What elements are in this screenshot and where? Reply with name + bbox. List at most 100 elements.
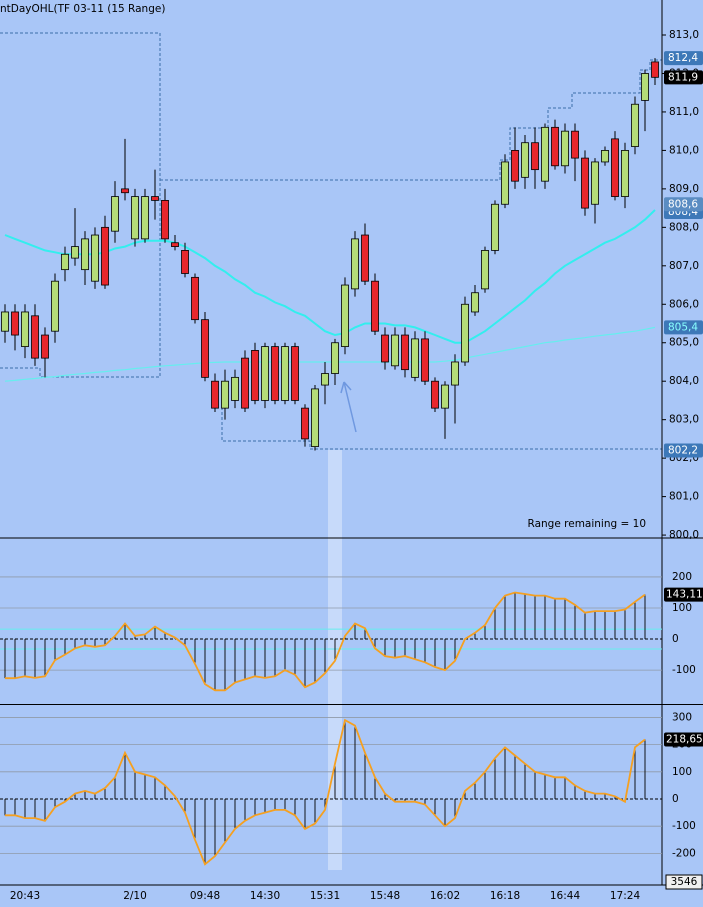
candle-body (411, 338, 419, 378)
y-tick-label: -200 (672, 847, 696, 859)
candle-body (311, 388, 319, 448)
y-tick-label: 805,0 (669, 337, 699, 349)
x-tick-label: 17:24 (610, 890, 641, 902)
value-tag-label: 218,65 (666, 734, 703, 746)
candle-body (551, 126, 559, 167)
x-tick-label: 14:30 (250, 890, 280, 902)
x-tick-label: 2/10 (123, 890, 147, 902)
candle-body (61, 253, 69, 271)
candle-body (591, 161, 599, 205)
x-tick-label: 20:43 (10, 890, 40, 902)
moving-average (4, 326, 656, 382)
candle-body (351, 238, 359, 290)
y-tick-label: 810,0 (669, 144, 699, 156)
y-tick-label: 0 (672, 633, 679, 645)
candle-body (641, 73, 649, 101)
value-tag-label: 143,11 (666, 589, 703, 601)
y-tick-label: 0 (672, 793, 679, 805)
price-tag (664, 443, 703, 458)
value-tag (664, 587, 703, 602)
candle-body (101, 226, 109, 286)
candle-body (601, 150, 609, 163)
y-tick-label: 100 (672, 766, 692, 778)
price-tag-label: 802,2 (668, 444, 698, 456)
x-tick-label: 16:02 (430, 890, 460, 902)
candle-body (121, 188, 129, 194)
candle-body (161, 200, 169, 240)
candle-body (141, 196, 149, 240)
candle-body (241, 357, 249, 409)
candle-body (221, 380, 229, 409)
y-tick-label: -100 (672, 820, 696, 832)
candle-body (191, 276, 199, 321)
price-tag (664, 320, 703, 335)
candle-body (91, 234, 99, 282)
candle-body (31, 315, 39, 359)
candle-body (171, 242, 179, 247)
x-tick-label: 15:31 (310, 890, 340, 902)
candle-body (181, 250, 189, 274)
candle-body (281, 346, 289, 401)
candle-body (21, 311, 29, 347)
value-tag (664, 732, 703, 747)
price-tag-label: 812,4 (668, 52, 698, 64)
candle-body (261, 346, 269, 401)
chart-title: ntDayOHL(TF 03-11 (15 Range) (0, 3, 165, 15)
candle-body (481, 250, 489, 290)
x-tick-label: 16:18 (490, 890, 520, 902)
price-tag-label: 805,4 (668, 321, 698, 333)
candle-body (521, 142, 529, 178)
candle-body (151, 196, 159, 201)
price-tag (664, 51, 703, 66)
candle-body (211, 380, 219, 409)
candle-body (471, 292, 479, 313)
y-tick-label: 808,0 (669, 221, 699, 233)
candle-body (401, 334, 409, 371)
candle-body (431, 380, 439, 409)
candle-body (371, 280, 379, 332)
candle-body (491, 203, 499, 251)
x-tick-label: 16:44 (550, 890, 581, 902)
candle-body (651, 61, 659, 78)
y-tick-label: 811,0 (669, 106, 699, 118)
candle-body (231, 376, 239, 401)
arrow (340, 381, 357, 433)
bar-count-box (665, 874, 703, 890)
y-tick-label: 800,0 (669, 529, 699, 541)
y-tick-label: 100 (672, 602, 692, 614)
candle-body (621, 150, 629, 197)
candle-body (321, 373, 329, 386)
candle-body (131, 196, 139, 240)
candle-body (571, 130, 579, 159)
y-tick-label: -100 (672, 664, 696, 676)
candle-body (41, 334, 49, 359)
session-levels (0, 32, 662, 450)
price-tag-label: 808,6 (668, 198, 698, 210)
candle-body (451, 361, 459, 386)
candle-body (541, 126, 549, 182)
annotation: Range remaining = 10 (528, 518, 646, 530)
candle-body (581, 157, 589, 209)
y-tick-label: 807,0 (669, 260, 699, 272)
x-tick-label: 15:48 (370, 890, 400, 902)
candle-body (341, 284, 349, 347)
price-tag (664, 70, 703, 85)
candle-body (361, 234, 369, 282)
bar-count: 3546 (671, 876, 698, 888)
candle-body (391, 334, 399, 367)
y-tick-label: 801,0 (669, 491, 699, 503)
candle-body (611, 138, 619, 197)
candle-body (201, 319, 209, 378)
price-tag-label: 811,9 (668, 71, 698, 83)
candle-body (301, 407, 309, 440)
oscillator-line (5, 718, 646, 866)
y-tick-label: 200 (672, 571, 692, 583)
y-tick-label: 803,0 (669, 414, 699, 426)
candle-body (291, 346, 299, 401)
candle-body (501, 161, 509, 205)
y-tick-label: 809,0 (669, 183, 699, 195)
oscillator-line (5, 591, 646, 692)
price-tag (664, 197, 703, 212)
y-tick-label: 806,0 (669, 298, 699, 310)
candle-body (461, 303, 469, 363)
